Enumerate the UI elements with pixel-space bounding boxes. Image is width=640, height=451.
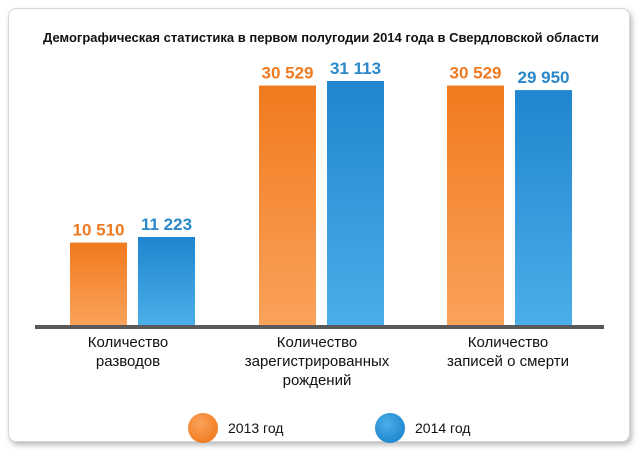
bar-2014-cat-0 (138, 236, 195, 325)
value-label-2013-cat-1: 30 529 (262, 64, 314, 83)
value-labels-layer: 10 510 30 529 30 529 11 223 31 113 29 950 (73, 59, 570, 240)
legend-marker-2014 (375, 413, 405, 443)
legend: 2013 год 2014 год (188, 413, 470, 443)
legend-label-2014: 2014 год (415, 420, 470, 436)
value-label-2014-cat-1: 31 113 (330, 59, 381, 78)
value-label-2013-cat-0: 10 510 (73, 221, 125, 240)
legend-marker-2013 (188, 413, 218, 443)
value-label-2013-cat-2: 30 529 (450, 64, 502, 83)
category-label-1: Количество зарегистрированных рождений (245, 334, 390, 389)
legend-label-2013: 2013 год (228, 420, 283, 436)
bar-2014-cat-2 (515, 90, 572, 325)
bar-2013-cat-0 (70, 242, 127, 325)
chart-title: Демографическая статистика в первом полу… (43, 30, 599, 45)
bars-layer (70, 81, 572, 325)
category-labels-layer: Количество разводов Количество зарегистриро… (88, 334, 569, 389)
legend-item-2013: 2013 год (188, 413, 283, 443)
legend-item-2014: 2014 год (375, 413, 470, 443)
bar-2013-cat-1 (259, 85, 316, 325)
category-label-2: Количество записей о смерти (447, 334, 569, 370)
value-label-2014-cat-2: 29 950 (518, 68, 570, 87)
category-label-0: Количество разводов (88, 334, 169, 370)
bar-2013-cat-2 (447, 85, 504, 325)
value-label-2014-cat-0: 11 223 (141, 215, 192, 234)
bar-2014-cat-1 (327, 81, 384, 325)
